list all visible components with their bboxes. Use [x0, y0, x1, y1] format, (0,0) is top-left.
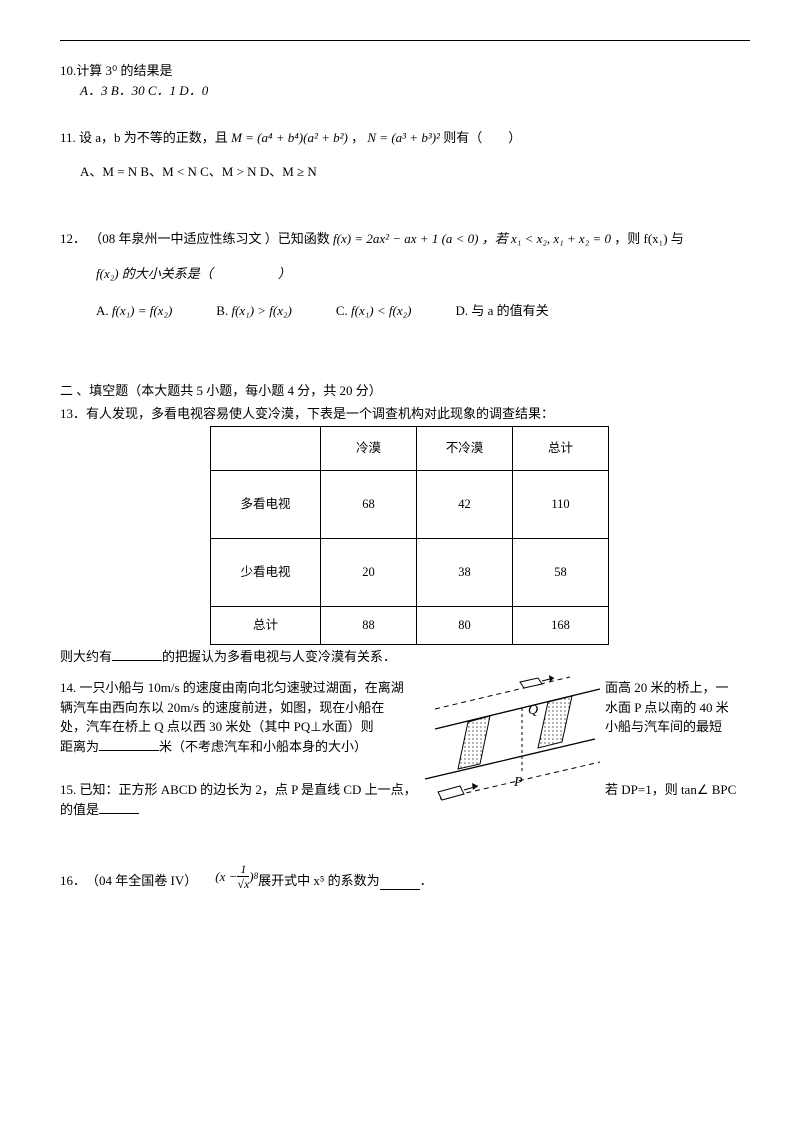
q14-left: 14. 一只小船与 10m/s 的速度由南向北匀速驶过湖面，在离湖 辆汽车由西向… [60, 678, 415, 756]
q12-optA: A. f(x₁) = f(x₂) [96, 301, 172, 321]
q16-num: 16． [60, 871, 86, 891]
q12-rel-text: f(x₂) 的大小关系是（ ） [96, 266, 291, 281]
cell: 168 [513, 606, 609, 644]
q14-right: 面高 20 米的桥上，一 水面 P 点以南的 40 米 小船与汽车间的最短 [605, 678, 750, 756]
cell: 110 [513, 470, 609, 538]
q16-blank [380, 876, 420, 890]
cell: 68 [321, 470, 417, 538]
q12-cond: ，若 x₁ < x₂, x₁ + x₂ = 0 [482, 231, 611, 246]
q12-stem: 12． （08 年泉州一中适应性练习文 ）已知函数 f(x) = 2ax² − … [60, 225, 750, 254]
q12-B-lbl: B. [216, 303, 228, 318]
q12-num: 12． [60, 231, 86, 246]
q13-conc-pre: 则大约有 [60, 649, 112, 664]
q13-stem: 13．有人发现，多看电视容易使人变冷漠，下表是一个调查机构对此现象的调查结果： [60, 404, 750, 424]
q10-text: 计算 3⁰ 的结果是 [76, 63, 172, 78]
q14-r3: 小船与汽车间的最短 [605, 717, 750, 737]
q15-left: 15. 已知：正方形 ABCD 的边长为 2，点 P 是直线 CD 上一点， [60, 780, 420, 800]
cell: 88 [321, 606, 417, 644]
q10-options: A．3 B．30 C．1 D．0 [60, 81, 750, 101]
hdr-0 [211, 426, 321, 470]
table-row: 总计 88 80 168 [211, 606, 609, 644]
question-14: 14. 一只小船与 10m/s 的速度由南向北匀速驶过湖面，在离湖 辆汽车由西向… [60, 678, 750, 756]
question-11: 11. 设 a，b 为不等的正数，且 M = (a⁴ + b⁴)(a² + b²… [60, 128, 750, 181]
q12-then: ，则 f(x₁) 与 [614, 231, 684, 246]
question-10: 10.计算 3⁰ 的结果是 A．3 B．30 C．1 D．0 [60, 61, 750, 100]
question-15: 15. 已知：正方形 ABCD 的边长为 2，点 P 是直线 CD 上一点， 若… [60, 780, 750, 819]
q16-open: (x − [215, 867, 237, 887]
hdr-3: 总计 [513, 426, 609, 470]
q16-frac-num: 1 [237, 863, 249, 877]
question-13: 13．有人发现，多看电视容易使人变冷漠，下表是一个调查机构对此现象的调查结果： … [60, 404, 750, 666]
q15-blank [99, 800, 139, 814]
q16-end: ． [420, 871, 433, 891]
q12-B: f(x₁) > f(x₂) [231, 303, 291, 318]
top-rule [60, 40, 750, 41]
q16-expr: (x − 1 √x )8 [215, 863, 258, 890]
cell: 少看电视 [211, 538, 321, 606]
q12-optD: D. 与 a 的值有关 [455, 301, 548, 321]
q14-l2: 辆汽车由西向东以 20m/s 的速度前进，如图，现在小船在 [60, 698, 415, 718]
q11-post: 则有（ ） [443, 130, 521, 145]
q13-conclusion: 则大约有 的把握认为多看电视与人变冷漠有关系． [60, 647, 750, 667]
q16-line: 16． （04 年全国卷 IV） (x − 1 √x )8 展开式中 x⁵ 的系… [60, 863, 750, 890]
cell: 58 [513, 538, 609, 606]
q12-C: f(x₁) < f(x₂) [351, 303, 411, 318]
q16-frac: 1 √x [237, 863, 249, 890]
svg-text:Q: Q [528, 703, 538, 718]
section-2-title: 二 、填空题（本大题共 5 小题，每小题 4 分，共 20 分） [60, 381, 750, 401]
table-row: 多看电视 68 42 110 [211, 470, 609, 538]
q11-num: 11. [60, 130, 76, 145]
q14-r1: 面高 20 米的桥上，一 [605, 678, 750, 698]
q12-optB: B. f(x₁) > f(x₂) [216, 301, 292, 321]
q14-l4-post: 米（不考虑汽车和小船本身的大小） [159, 739, 367, 754]
q12-fdef: f(x) = 2ax² − ax + 1 (a < 0) [333, 231, 478, 246]
q14-blank [99, 737, 159, 751]
q12-src: （08 年泉州一中适应性练习文 ）已知函数 [89, 231, 330, 246]
q11-pre: 设 a，b 为不等的正数，且 [79, 130, 228, 145]
q11-M: M = (a⁴ + b⁴)(a² + b²) [231, 130, 348, 145]
q13-table: 冷漠 不冷漠 总计 多看电视 68 42 110 少看电视 20 38 58 总… [210, 426, 609, 645]
q12-D: 与 a 的值有关 [471, 303, 548, 318]
hdr-2: 不冷漠 [417, 426, 513, 470]
q11-options: A、M = N B、M < N C、M > N D、M ≥ N [60, 162, 750, 182]
cell: 80 [417, 606, 513, 644]
cell: 42 [417, 470, 513, 538]
q12-A-lbl: A. [96, 303, 109, 318]
q12-D-lbl: D. [455, 303, 468, 318]
q15-columns: 15. 已知：正方形 ABCD 的边长为 2，点 P 是直线 CD 上一点， 若… [60, 780, 750, 800]
q12-C-lbl: C. [336, 303, 348, 318]
q14-l3: 处，汽车在桥上 Q 点以西 30 米处（其中 PQ⊥水面）则 [60, 717, 415, 737]
q11-stem: 11. 设 a，b 为不等的正数，且 M = (a⁴ + b⁴)(a² + b²… [60, 128, 750, 148]
q13-blank [112, 647, 162, 661]
q12-optC: C. f(x₁) < f(x₂) [336, 301, 412, 321]
q14-columns: 14. 一只小船与 10m/s 的速度由南向北匀速驶过湖面，在离湖 辆汽车由西向… [60, 678, 750, 756]
hdr-1: 冷漠 [321, 426, 417, 470]
question-12: 12． （08 年泉州一中适应性练习文 ）已知函数 f(x) = 2ax² − … [60, 225, 750, 321]
q16-src: （04 年全国卷 IV） [86, 871, 197, 891]
table-header-row: 冷漠 不冷漠 总计 [211, 426, 609, 470]
cell: 总计 [211, 606, 321, 644]
q14-l4-pre: 距离为 [60, 739, 99, 754]
q13-conc-post: 的把握认为多看电视与人变冷漠有关系． [162, 649, 396, 664]
q14-l1: 14. 一只小船与 10m/s 的速度由南向北匀速驶过湖面，在离湖 [60, 678, 415, 698]
table-row: 少看电视 20 38 58 [211, 538, 609, 606]
q12-options: A. f(x₁) = f(x₂) B. f(x₁) > f(x₂) C. f(x… [60, 301, 750, 321]
q15-l2-pre: 的值是 [60, 802, 99, 817]
q14-r2: 水面 P 点以南的 40 米 [605, 698, 750, 718]
q15-right: 若 DP=1，则 tan∠ BPC [605, 780, 750, 800]
q12-rel: f(x₂) 的大小关系是（ ） [60, 264, 750, 284]
q10-num: 10. [60, 63, 76, 78]
q14-l4: 距离为 米（不考虑汽车和小船本身的大小） [60, 737, 415, 757]
cell: 多看电视 [211, 470, 321, 538]
q16-frac-den: √x [237, 877, 249, 890]
q16-mid: 展开式中 x⁵ 的系数为 [258, 871, 380, 891]
q12-A: f(x₁) = f(x₂) [112, 303, 172, 318]
q10-stem: 10.计算 3⁰ 的结果是 [60, 61, 750, 81]
q11-N: N = (a³ + b³)² [367, 130, 440, 145]
q11-comma: ， [351, 130, 364, 145]
q15-l2: 的值是 [60, 800, 750, 820]
cell: 38 [417, 538, 513, 606]
question-16: 16． （04 年全国卷 IV） (x − 1 √x )8 展开式中 x⁵ 的系… [60, 863, 750, 890]
cell: 20 [321, 538, 417, 606]
